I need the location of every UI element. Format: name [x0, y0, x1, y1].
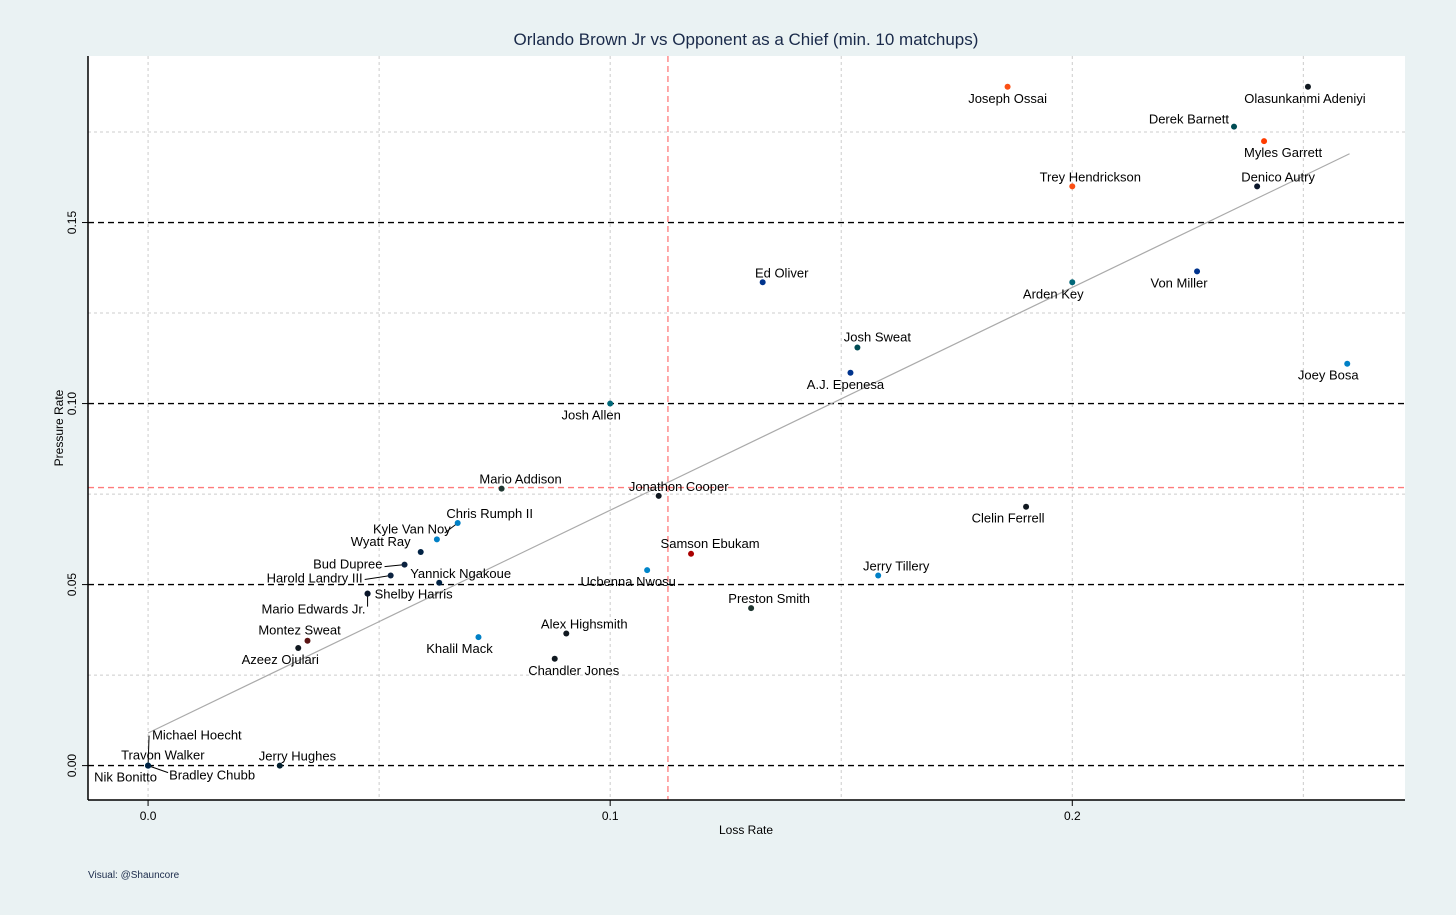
point-wyatt-ray	[417, 549, 424, 555]
leader-line-bud-dupree	[384, 564, 405, 568]
point-khalil-mack	[475, 634, 482, 641]
label-harold-landry-iii: Harold Landry III	[267, 571, 363, 586]
label-derek-barnett: Derek Barnett	[1149, 112, 1230, 127]
point-nik-bonitto	[145, 762, 152, 769]
y-tick-label: 0.05	[65, 573, 79, 597]
label-chris-rumph-ii: Chris Rumph II	[446, 506, 533, 521]
label-bradley-chubb: Bradley Chubb	[169, 768, 255, 783]
point-jerry-hughes	[276, 762, 283, 769]
label-myles-garrett: Myles Garrett	[1244, 145, 1322, 160]
point-ucbenna-nwosu	[644, 567, 651, 574]
plot-area	[88, 56, 1405, 800]
point-joseph-ossai	[1004, 83, 1011, 90]
label-jerry-hughes: Jerry Hughes	[259, 749, 337, 764]
credit-text: Visual: @Shauncore	[88, 870, 180, 881]
label-denico-autry: Denico Autry	[1241, 169, 1315, 184]
point-trey-hendrickson	[1069, 183, 1076, 190]
point-jonathon-cooper	[655, 492, 662, 499]
point-arden-key	[1069, 279, 1076, 286]
point-myles-garrett	[1261, 138, 1268, 145]
point-chris-rumph-ii	[454, 520, 461, 527]
label-trey-hendrickson: Trey Hendrickson	[1040, 169, 1141, 184]
label-mario-addison: Mario Addison	[479, 472, 561, 487]
point-josh-allen	[607, 400, 614, 407]
label-joey-bosa: Joey Bosa	[1298, 368, 1359, 383]
label-wyatt-ray: Wyatt Ray	[351, 534, 411, 549]
y-tick-label: 0.15	[65, 211, 79, 235]
x-axis-label: Loss Rate	[719, 823, 773, 837]
label-chandler-jones: Chandler Jones	[528, 663, 620, 678]
point-yannick-ngakoue	[436, 579, 443, 586]
x-tick-label: 0.1	[602, 809, 619, 823]
label-josh-allen: Josh Allen	[562, 408, 621, 423]
label-azeez-ojulari: Azeez Ojulari	[242, 652, 319, 667]
point-bud-dupree	[401, 561, 408, 568]
point-denico-autry	[1254, 183, 1261, 190]
point-montez-sweat	[304, 637, 311, 644]
point-olasunkanmi-adeniyi	[1304, 83, 1311, 90]
label-kyle-van-noy: Kyle Van Noy	[373, 521, 451, 536]
point-samson-ebukam	[688, 550, 695, 557]
label-olasunkanmi-adeniyi: Olasunkanmi Adeniyi	[1244, 91, 1366, 106]
point-jerry-tillery	[875, 572, 882, 579]
point-derek-barnett	[1231, 123, 1238, 130]
point-mario-addison	[498, 485, 505, 492]
label-shelby-harris: Shelby Harris	[375, 587, 454, 602]
point-clelin-ferrell	[1023, 503, 1030, 510]
label-clelin-ferrell: Clelin Ferrell	[972, 511, 1045, 526]
chart-title: Orlando Brown Jr vs Opponent as a Chief …	[514, 30, 979, 49]
point-joey-bosa	[1344, 360, 1351, 367]
point-preston-smith	[748, 605, 755, 612]
label-ed-oliver: Ed Oliver	[755, 265, 809, 280]
y-tick-label: 0.10	[65, 392, 79, 416]
label-arden-key: Arden Key	[1023, 286, 1084, 301]
point-chandler-jones	[551, 655, 558, 662]
label-von-miller: Von Miller	[1151, 275, 1209, 290]
y-axis-label: Pressure Rate	[52, 389, 66, 466]
point-azeez-ojulari	[295, 644, 302, 651]
label-joseph-ossai: Joseph Ossai	[968, 91, 1047, 106]
point-alex-highsmith	[563, 630, 570, 637]
leader-line-bradley-chubb	[147, 765, 169, 774]
label-khalil-mack: Khalil Mack	[426, 641, 493, 656]
point-kyle-van-noy	[433, 536, 440, 543]
label-jonathon-cooper: Jonathon Cooper	[629, 479, 729, 494]
point-mario-edwards-jr	[364, 590, 371, 597]
x-tick-label: 0.2	[1064, 809, 1081, 823]
label-samson-ebukam: Samson Ebukam	[661, 536, 760, 551]
label-mario-edwards-jr: Mario Edwards Jr.	[262, 602, 366, 617]
point-a-j-epenesa	[847, 369, 854, 376]
point-harold-landry-iii	[387, 572, 394, 579]
label-ucbenna-nwosu: Ucbenna Nwosu	[580, 574, 675, 589]
label-jerry-tillery: Jerry Tillery	[863, 559, 930, 574]
label-alex-highsmith: Alex Highsmith	[541, 616, 628, 631]
label-preston-smith: Preston Smith	[728, 591, 810, 606]
trend-line	[147, 153, 1350, 734]
leader-line-harold-landry-iii	[364, 575, 391, 581]
label-yannick-ngakoue: Yannick Ngakoue	[410, 566, 511, 581]
point-josh-sweat	[854, 344, 861, 351]
point-ed-oliver	[759, 279, 766, 286]
y-tick-label: 0.00	[65, 754, 79, 778]
label-a-j-epenesa: A.J. Epenesa	[807, 377, 885, 392]
label-montez-sweat: Montez Sweat	[258, 623, 341, 638]
point-von-miller	[1194, 268, 1201, 275]
label-michael-hoecht: Michael Hoecht	[152, 728, 242, 743]
label-josh-sweat: Josh Sweat	[844, 329, 912, 344]
leader-line-michael-hoecht	[147, 735, 150, 766]
x-tick-label: 0.0	[140, 809, 157, 823]
label-nik-bonitto: Nik Bonitto	[94, 770, 157, 785]
label-bud-dupree: Bud Dupree	[313, 557, 382, 572]
label-travon-walker: Travon Walker	[121, 748, 205, 763]
